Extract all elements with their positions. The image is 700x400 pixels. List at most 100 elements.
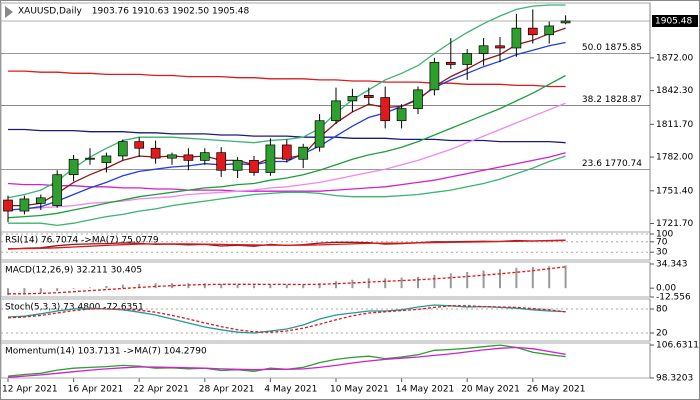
panel-title: RSI(14) 76.7074 ->MA(7) 75.0779 [5, 236, 159, 246]
histogram-bar [39, 288, 42, 294]
histogram-bar [466, 271, 469, 289]
indicator-line [7, 304, 566, 334]
panel-title: XAUUSD,Daily [18, 7, 82, 17]
candle-body [117, 141, 128, 157]
indicator-line [7, 305, 566, 333]
candle-body [183, 154, 194, 161]
histogram-bar [72, 288, 75, 289]
candle-body [478, 45, 489, 54]
histogram-bar [138, 283, 141, 289]
y-tick-label: 1782.00 [656, 153, 693, 163]
histogram-bar [236, 284, 239, 289]
indicator-line [7, 102, 566, 211]
y-tick-label: 1751.40 [656, 186, 693, 196]
symbol-icon [5, 6, 13, 18]
y-tick-label: 100 [656, 230, 673, 240]
histogram-bar [449, 273, 452, 289]
candle-body [527, 27, 538, 36]
histogram-bar [531, 267, 534, 289]
x-tick-label: 26 May 2021 [527, 385, 586, 395]
histogram-bar [400, 277, 403, 289]
histogram-bar [384, 278, 387, 289]
fib-label: 50.0 1875.85 [582, 43, 642, 53]
y-tick-label: 1721.70 [656, 219, 693, 229]
candle-body [347, 96, 358, 102]
candle-body [544, 25, 555, 36]
indicator-line [7, 4, 566, 199]
panel-title: MACD(12,26,9) 32.211 30.405 [5, 266, 142, 276]
candle-body [249, 160, 259, 173]
indicator-line [8, 239, 566, 250]
candle-body [134, 141, 145, 149]
histogram-bar [499, 269, 501, 289]
x-tick-label: 20 May 2021 [461, 385, 520, 395]
histogram-bar [203, 283, 206, 289]
histogram-bar [564, 265, 567, 289]
y-tick-label: 34.343 [656, 260, 688, 270]
histogram-bar [89, 287, 91, 289]
histogram-bar [335, 281, 337, 289]
candle-body [216, 152, 227, 171]
candle-body [331, 100, 341, 122]
y-tick-label: 0.00 [656, 284, 676, 294]
candle-body [429, 61, 440, 91]
ohlc-label: 1903.76 1910.63 1902.50 1905.48 [92, 7, 250, 17]
price-tag-box [652, 15, 698, 28]
histogram-bar [7, 288, 9, 296]
y-tick-label: 70 [656, 237, 668, 247]
candle-body [101, 155, 112, 163]
histogram-bar [23, 288, 26, 295]
indicator-line [7, 74, 566, 219]
candle-body [314, 120, 325, 148]
indicator-line [7, 152, 566, 192]
candle-body [495, 45, 505, 49]
y-tick-label: 20 [656, 329, 668, 339]
candle-body [413, 89, 423, 109]
histogram-bar [56, 288, 59, 291]
y-tick-label: 1811.70 [656, 120, 693, 130]
candle-body [52, 174, 63, 206]
x-tick-label: 10 May 2021 [330, 385, 389, 395]
histogram-bar [285, 284, 288, 289]
histogram-bar [105, 286, 108, 289]
indicator-line [8, 70, 566, 88]
histogram-bar [187, 283, 190, 289]
candle-body [462, 53, 473, 65]
y-tick-label: 1842.30 [656, 86, 693, 96]
indicator-line [7, 346, 566, 378]
histogram-bar [171, 283, 173, 289]
histogram-bar [302, 284, 305, 289]
candle-body [380, 97, 391, 122]
candle-body [281, 144, 292, 160]
candle-body [265, 144, 276, 173]
candle-body [167, 154, 177, 159]
candle-body [19, 198, 30, 212]
indicator-line [8, 266, 566, 295]
x-tick-label: 14 May 2021 [396, 385, 455, 395]
x-tick-label: 28 Apr 2021 [199, 385, 255, 395]
candle-body [445, 61, 456, 65]
candle-body [68, 158, 79, 176]
candle-body [298, 146, 309, 160]
histogram-bar [548, 266, 551, 289]
y-tick-label: -12.556 [656, 293, 691, 303]
y-tick-label: 106.6311 [656, 341, 699, 351]
candle-body [560, 20, 571, 24]
candle-body [85, 157, 95, 160]
fib-label: 38.2 1828.87 [582, 95, 642, 105]
histogram-bar [269, 284, 272, 289]
histogram-bar [253, 285, 255, 289]
candle-body [3, 199, 13, 212]
candle-body [199, 152, 210, 161]
histogram-bar [121, 284, 124, 289]
candle-body [511, 27, 522, 49]
panel-title: Stoch(5,3,3) 73.4800 -72.6351 [5, 303, 144, 313]
price-tag: 1905.48 [655, 17, 692, 27]
y-tick-label: 30 [656, 248, 668, 258]
candle-body [35, 197, 46, 204]
histogram-bar [154, 283, 157, 289]
candle-body [150, 147, 161, 159]
